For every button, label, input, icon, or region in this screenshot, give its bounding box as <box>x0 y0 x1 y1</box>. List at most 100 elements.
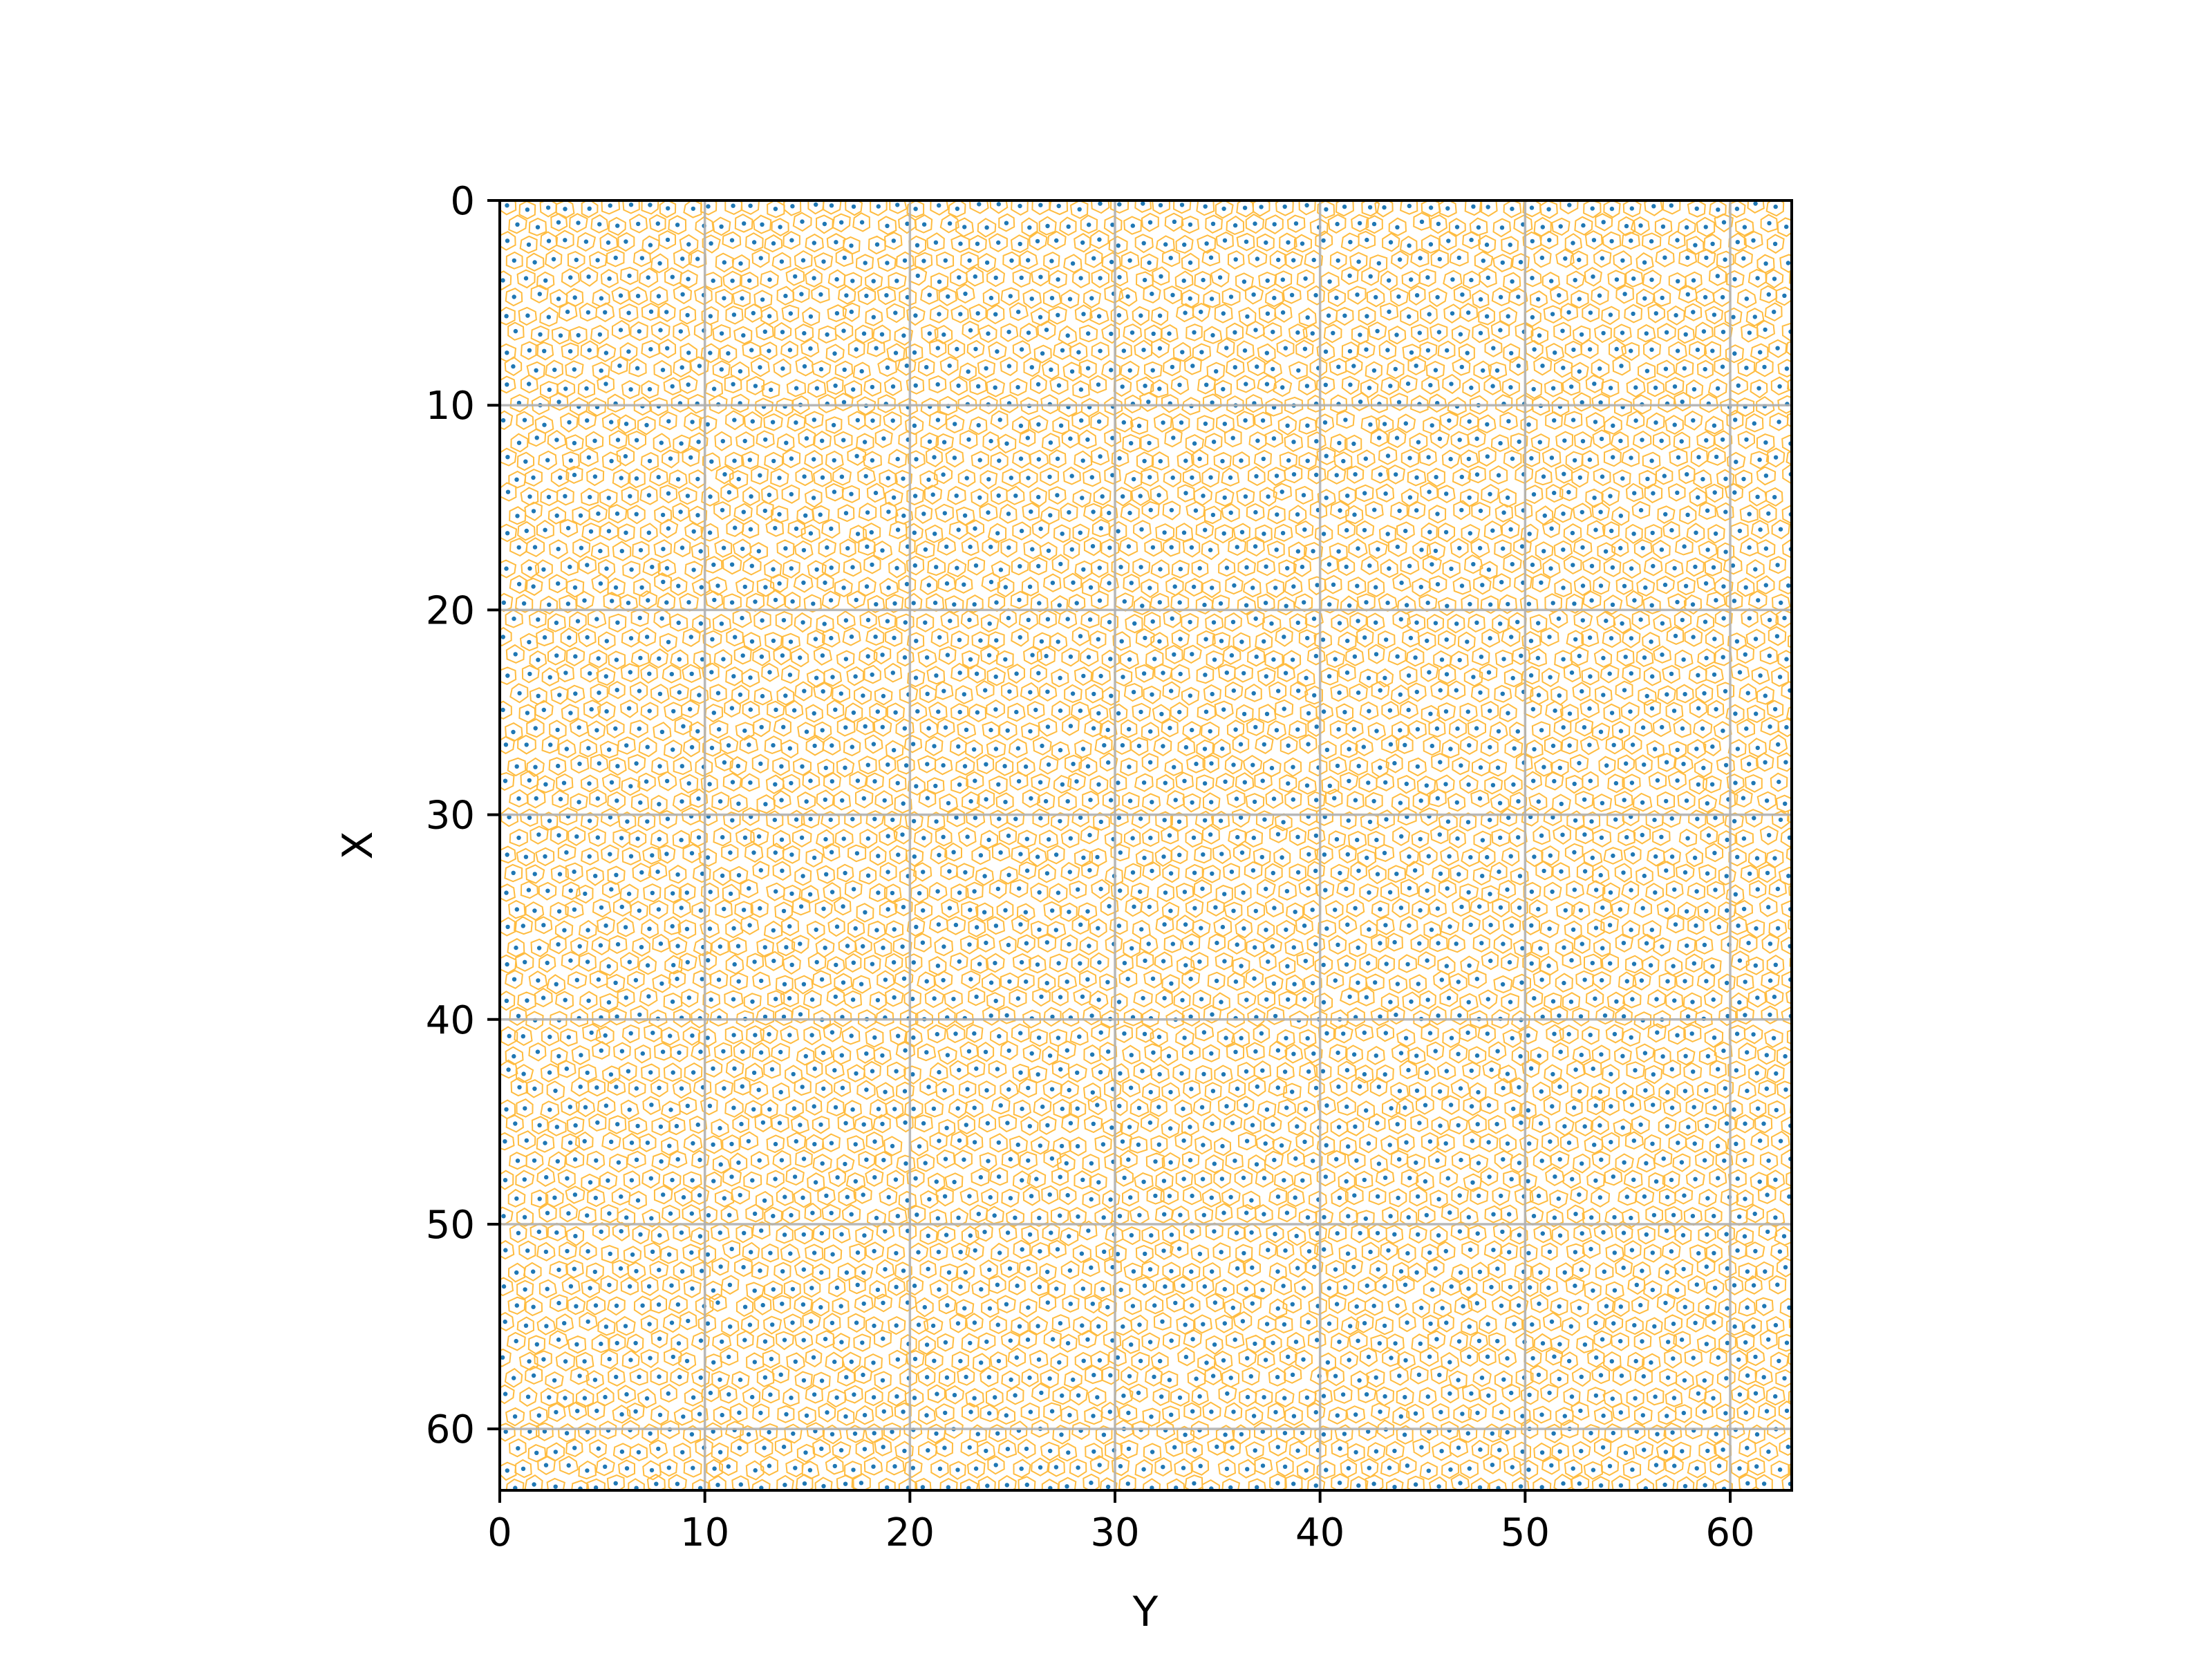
data-point <box>972 1396 977 1400</box>
data-point <box>762 945 768 950</box>
data-point <box>845 944 850 948</box>
data-point <box>1629 1035 1633 1040</box>
data-point <box>1006 1087 1011 1092</box>
data-point <box>1385 600 1390 606</box>
data-point <box>1683 1053 1688 1059</box>
data-point <box>901 976 907 981</box>
data-point <box>1064 1161 1069 1166</box>
data-point <box>1716 1067 1721 1072</box>
data-point <box>926 1085 931 1089</box>
data-point <box>1048 440 1053 445</box>
data-point <box>1767 653 1772 658</box>
data-point <box>996 1140 1002 1145</box>
data-point <box>1430 1287 1435 1292</box>
data-point <box>1509 350 1514 356</box>
data-point <box>512 616 516 621</box>
data-point <box>1671 964 1676 968</box>
data-point <box>618 293 624 298</box>
data-point <box>1466 310 1471 315</box>
data-point <box>1757 1503 1761 1507</box>
data-point <box>1457 545 1462 551</box>
data-point <box>771 458 776 464</box>
data-point <box>1602 1269 1606 1274</box>
data-point <box>800 258 806 263</box>
data-point <box>689 671 694 676</box>
data-point <box>1536 1193 1541 1199</box>
data-point <box>1498 835 1503 841</box>
data-point <box>732 962 737 967</box>
data-point <box>1572 850 1577 855</box>
data-point <box>1721 1048 1726 1053</box>
data-point <box>1149 1233 1154 1238</box>
data-point <box>787 1033 792 1038</box>
data-point <box>1116 1000 1122 1004</box>
data-point <box>1591 1288 1595 1293</box>
data-point <box>1794 711 1798 715</box>
data-point <box>972 1320 977 1325</box>
data-point <box>865 836 871 841</box>
data-point <box>1018 456 1024 461</box>
data-point <box>820 475 825 480</box>
data-point <box>657 802 662 807</box>
data-point <box>696 440 701 444</box>
data-point <box>841 328 846 333</box>
data-point <box>1117 202 1122 207</box>
data-point <box>1556 1196 1561 1201</box>
data-point <box>514 1270 519 1275</box>
data-point <box>901 905 906 910</box>
data-point <box>1190 652 1194 657</box>
data-point <box>1038 1465 1043 1470</box>
data-point <box>670 924 675 929</box>
data-point <box>1366 1354 1371 1360</box>
data-point <box>1722 1158 1727 1163</box>
data-point <box>1183 744 1189 750</box>
data-point <box>1067 941 1071 947</box>
data-point <box>1549 1319 1555 1324</box>
data-point <box>759 1228 764 1233</box>
data-point <box>993 312 998 317</box>
data-point <box>1281 1284 1286 1288</box>
data-point <box>1017 886 1022 891</box>
data-point <box>1510 1035 1515 1041</box>
data-point <box>1117 1214 1123 1219</box>
data-point <box>1215 1444 1219 1450</box>
data-point <box>665 816 671 821</box>
data-point <box>1580 1231 1584 1236</box>
data-point <box>1096 1324 1101 1329</box>
data-point <box>1169 981 1174 986</box>
data-point <box>1488 709 1492 713</box>
data-point <box>813 1180 818 1185</box>
data-point <box>1696 1391 1701 1396</box>
data-point <box>1804 798 1808 802</box>
data-point <box>955 1321 961 1326</box>
data-point <box>1404 1140 1409 1145</box>
data-point <box>839 1340 844 1344</box>
data-point <box>729 706 735 711</box>
data-point <box>1321 1000 1327 1005</box>
data-point <box>534 1450 539 1455</box>
data-point <box>820 438 825 443</box>
data-point <box>647 671 652 676</box>
data-point <box>1593 996 1597 1001</box>
data-point <box>1702 691 1707 696</box>
data-point <box>1199 997 1204 1002</box>
data-point <box>1577 297 1582 301</box>
data-point <box>597 691 601 695</box>
data-point <box>1691 635 1696 639</box>
data-point <box>1039 1390 1044 1396</box>
data-point <box>650 853 655 858</box>
data-point <box>1803 1016 1808 1020</box>
data-point <box>1171 435 1176 440</box>
data-point <box>1293 1195 1297 1200</box>
data-point <box>708 314 713 319</box>
data-point <box>1253 328 1258 332</box>
y-tick-label: 0 <box>450 179 475 224</box>
data-point <box>1096 314 1102 319</box>
data-point <box>973 816 978 821</box>
data-point <box>1302 346 1308 351</box>
data-point <box>1078 815 1083 821</box>
data-point <box>885 365 890 370</box>
data-point <box>814 567 819 572</box>
data-point <box>615 798 619 803</box>
data-point <box>536 978 541 983</box>
